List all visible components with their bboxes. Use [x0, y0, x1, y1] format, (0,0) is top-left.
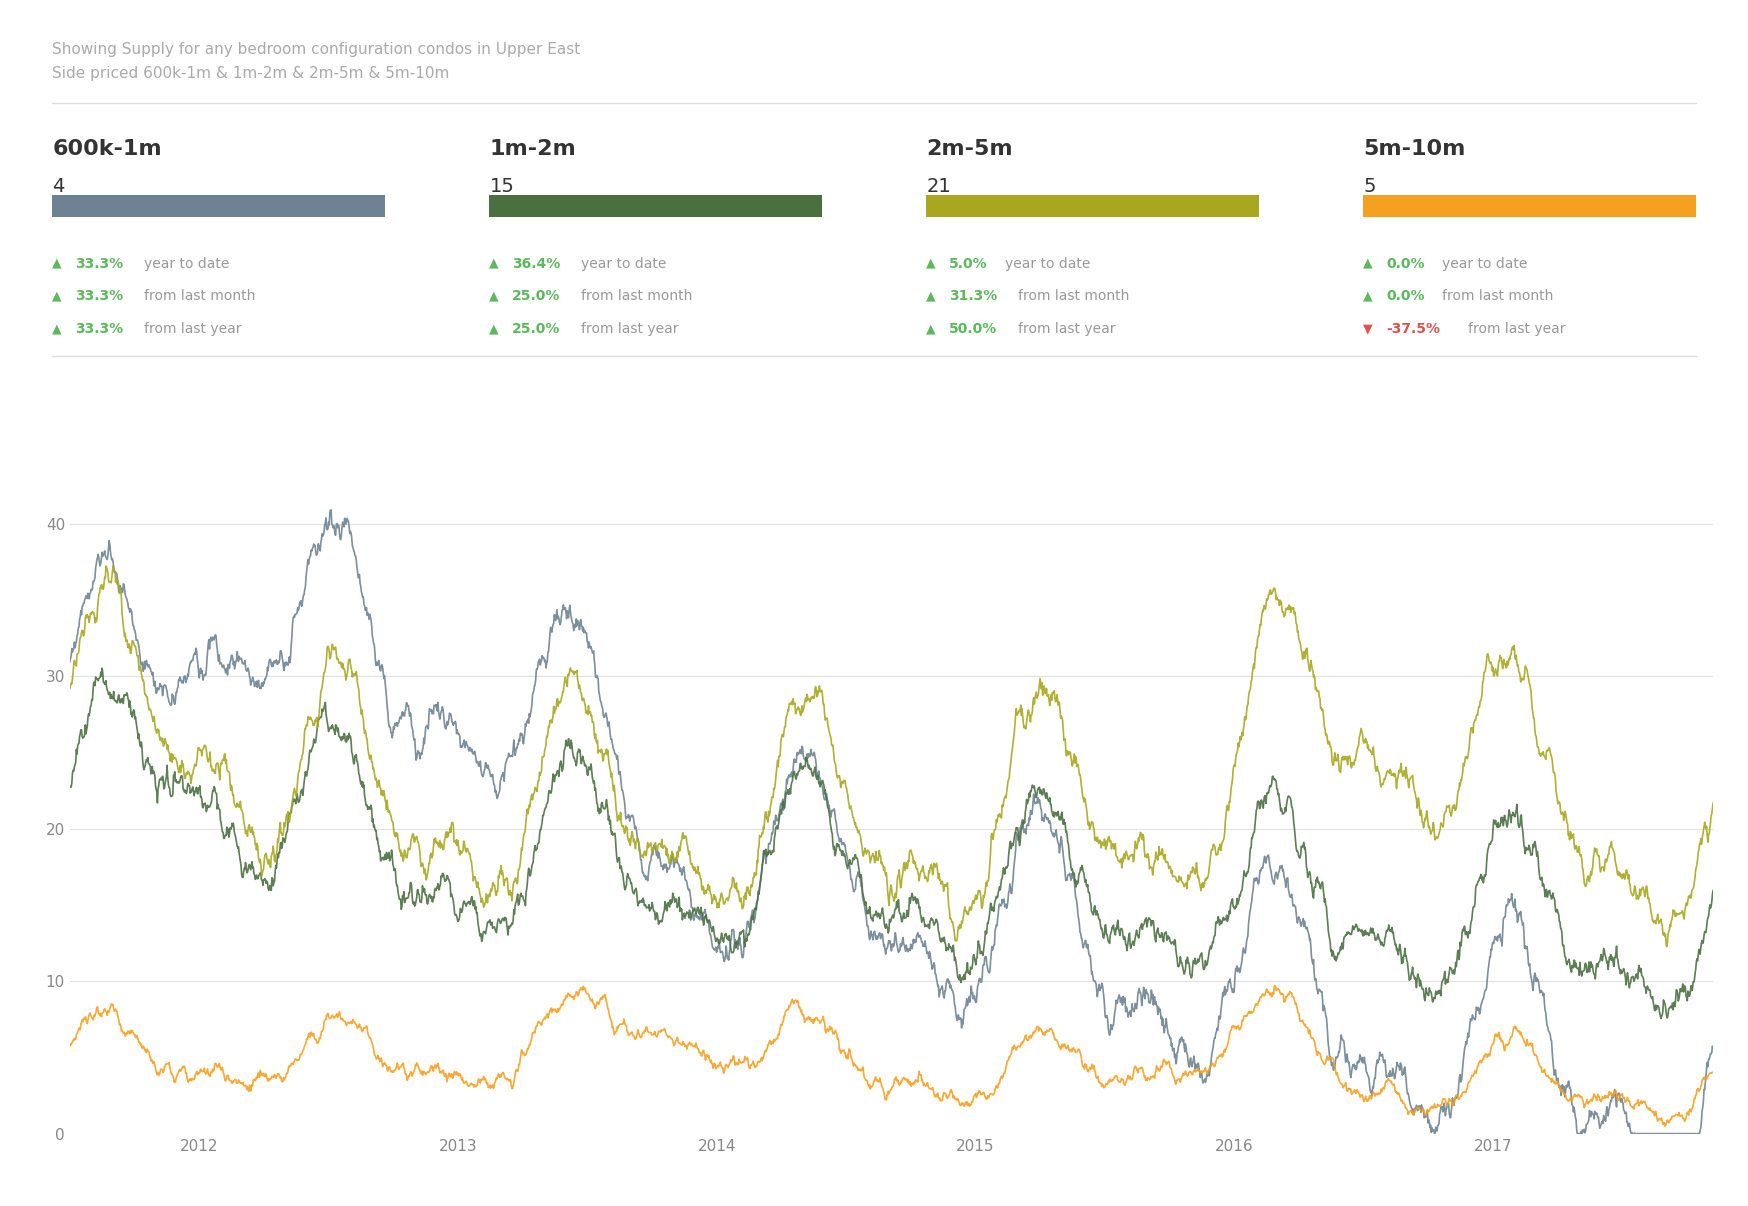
Text: Side priced 600k-1m & 1m-2m & 2m-5m & 5m-10m: Side priced 600k-1m & 1m-2m & 2m-5m & 5m… — [52, 66, 449, 81]
Bar — [926, 195, 1259, 217]
Text: from last month: from last month — [580, 289, 692, 304]
Text: year to date: year to date — [1442, 257, 1528, 271]
Text: ▲: ▲ — [926, 322, 937, 335]
Text: 5.0%: 5.0% — [949, 257, 988, 271]
Text: year to date: year to date — [580, 257, 666, 271]
Text: 36.4%: 36.4% — [512, 257, 561, 271]
Text: 2m-5m: 2m-5m — [926, 139, 1014, 159]
Text: 31.3%: 31.3% — [949, 289, 998, 304]
Bar — [489, 195, 822, 217]
Text: 5m-10m: 5m-10m — [1363, 139, 1467, 159]
Text: Showing Supply for any bedroom configuration condos in Upper East: Showing Supply for any bedroom configura… — [52, 42, 580, 57]
Text: ▲: ▲ — [52, 322, 63, 335]
Text: ▲: ▲ — [489, 289, 500, 303]
Text: from last month: from last month — [143, 289, 255, 304]
Text: 15: 15 — [489, 177, 514, 197]
Text: ▲: ▲ — [1363, 257, 1374, 270]
Text: year to date: year to date — [143, 257, 229, 271]
Text: 33.3%: 33.3% — [75, 289, 124, 304]
Text: 0.0%: 0.0% — [1386, 257, 1425, 271]
Text: 25.0%: 25.0% — [512, 322, 561, 336]
Text: from last month: from last month — [1442, 289, 1554, 304]
Text: 25.0%: 25.0% — [512, 289, 561, 304]
Text: from last year: from last year — [580, 322, 678, 336]
Text: ▲: ▲ — [489, 322, 500, 335]
Text: ▲: ▲ — [926, 289, 937, 303]
Text: ▼: ▼ — [1363, 322, 1374, 335]
Text: 600k-1m: 600k-1m — [52, 139, 163, 159]
Text: ▲: ▲ — [52, 289, 63, 303]
Bar — [1363, 195, 1696, 217]
Text: ▲: ▲ — [489, 257, 500, 270]
Text: year to date: year to date — [1005, 257, 1091, 271]
Text: from last year: from last year — [143, 322, 241, 336]
Text: 0.0%: 0.0% — [1386, 289, 1425, 304]
Text: 4: 4 — [52, 177, 65, 197]
Text: from last year: from last year — [1468, 322, 1566, 336]
Text: ▲: ▲ — [1363, 289, 1374, 303]
Text: ▲: ▲ — [926, 257, 937, 270]
Text: 33.3%: 33.3% — [75, 257, 124, 271]
Text: 21: 21 — [926, 177, 951, 197]
Text: ▲: ▲ — [52, 257, 63, 270]
Text: from last year: from last year — [1017, 322, 1115, 336]
Text: -37.5%: -37.5% — [1386, 322, 1440, 336]
Text: 50.0%: 50.0% — [949, 322, 998, 336]
Text: 33.3%: 33.3% — [75, 322, 124, 336]
Text: 5: 5 — [1363, 177, 1376, 197]
Text: 1m-2m: 1m-2m — [489, 139, 577, 159]
Text: from last month: from last month — [1017, 289, 1129, 304]
Bar — [52, 195, 385, 217]
